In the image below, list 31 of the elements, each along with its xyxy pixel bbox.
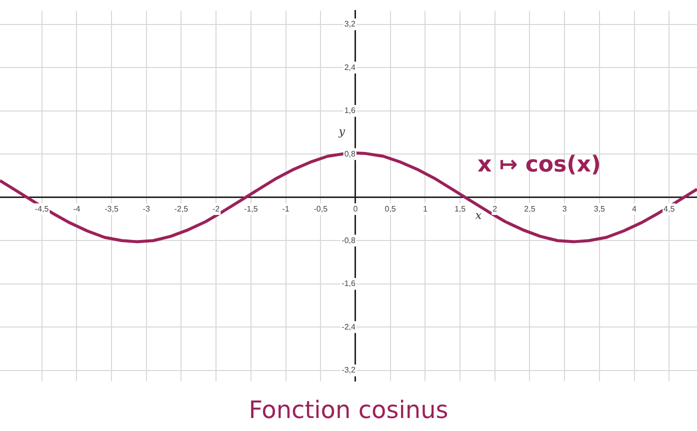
y-tick-label: 3,2 xyxy=(344,20,356,29)
x-tick-label: 3 xyxy=(562,204,568,214)
x-tick-label: 4 xyxy=(632,204,638,214)
x-axis-title: x xyxy=(475,208,482,222)
y-tick-label: -0,8 xyxy=(342,236,356,245)
x-tick-label: 4,5 xyxy=(664,204,676,214)
y-tick-label: 0,8 xyxy=(344,149,356,158)
x-tick-label: -1,5 xyxy=(244,204,258,214)
x-tick-label: -4,5 xyxy=(34,204,50,214)
x-tick-label: -1 xyxy=(282,204,290,214)
x-tick-label: 2,5 xyxy=(524,204,536,214)
x-tick-label: 1 xyxy=(422,204,428,214)
annotation: x ↦ cos(x) xyxy=(477,152,601,178)
x-tick-label: 1,5 xyxy=(454,204,466,214)
y-tick-label: 1,6 xyxy=(344,106,356,116)
y-tick-label: -2,4 xyxy=(342,322,356,332)
x-tick-label: -2,5 xyxy=(174,204,189,214)
x-tick-label: 0,5 xyxy=(384,204,396,214)
x-tick-label: 2 xyxy=(492,204,498,214)
y-tick-label: 2,4 xyxy=(344,62,356,72)
x-tick-label: 0 xyxy=(353,204,358,214)
x-tick-label: 3,5 xyxy=(594,204,606,214)
x-tick-label: -0,5 xyxy=(314,204,328,214)
y-axis-title: y xyxy=(338,125,346,138)
x-tick-label: -3,5 xyxy=(104,204,119,214)
x-tick-label: -4 xyxy=(73,204,81,214)
text: Fonction cosinus xyxy=(248,396,450,424)
x-tick-label: -3 xyxy=(142,204,150,214)
y-tick-label: -1,6 xyxy=(342,279,356,288)
y-tick-label: -3,2 xyxy=(342,366,356,375)
x-tick-label: -2 xyxy=(212,204,220,214)
